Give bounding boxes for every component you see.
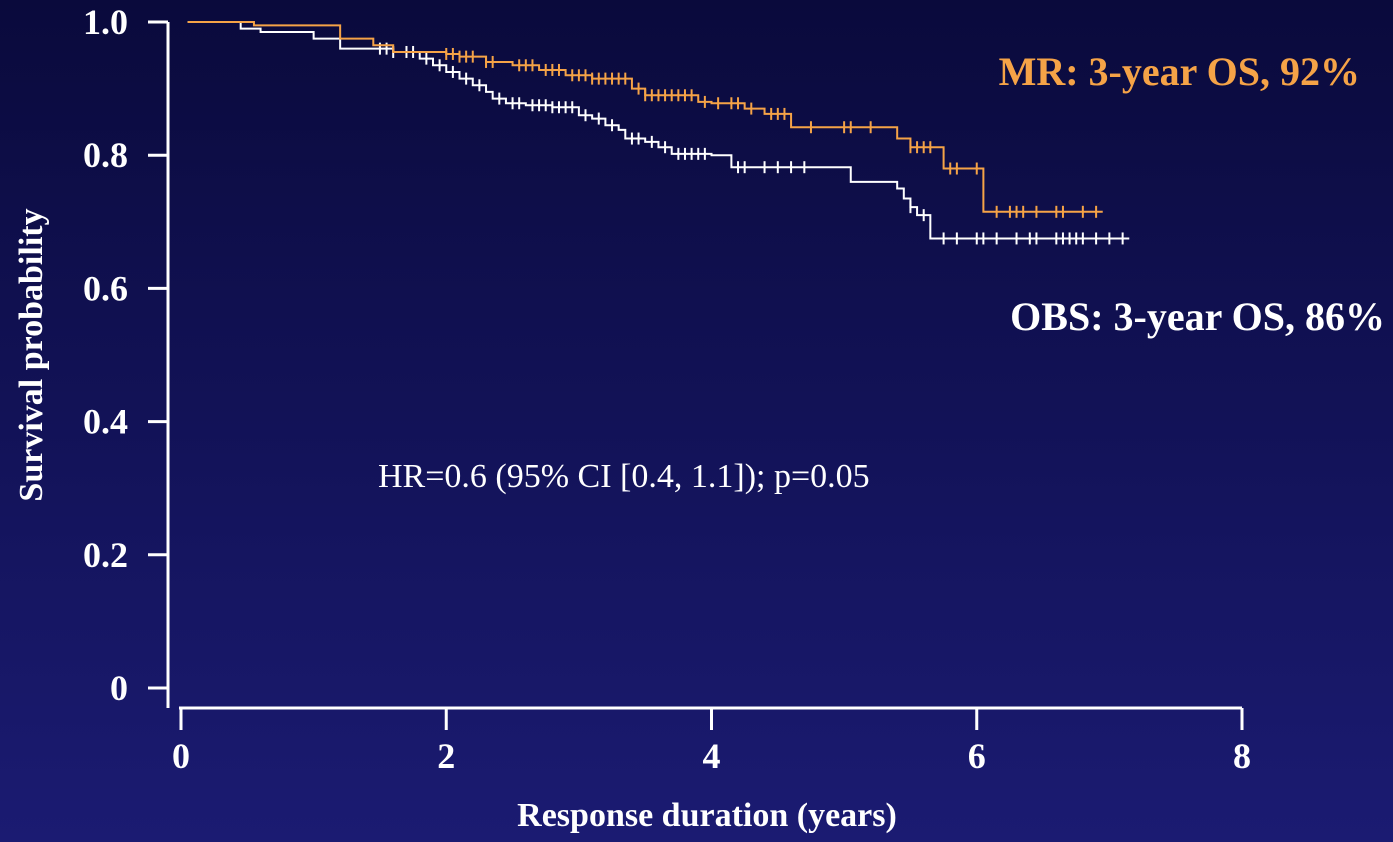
hazard-ratio-annotation: HR=0.6 (95% CI [0.4, 1.1]); p=0.05 xyxy=(378,458,870,495)
x-tick-label: 2 xyxy=(437,736,455,776)
y-tick-label: 0.6 xyxy=(83,268,128,308)
y-tick-label: 1.0 xyxy=(83,2,128,42)
y-tick-label: 0.2 xyxy=(83,535,128,575)
y-ticks: 0 0.2 0.4 0.6 0.8 1.0 xyxy=(83,2,168,708)
x-ticks: 0 2 4 6 8 xyxy=(172,708,1251,776)
obs-series-label: OBS: 3-year OS, 86% xyxy=(1010,294,1385,339)
series-layer xyxy=(187,21,1130,245)
x-tick-label: 4 xyxy=(703,736,721,776)
x-tick-label: 6 xyxy=(968,736,986,776)
axes xyxy=(166,22,1242,710)
mr-survival-curve xyxy=(187,21,1103,213)
mr-series-label: MR: 3-year OS, 92% xyxy=(999,49,1360,94)
y-tick-label: 0.4 xyxy=(83,402,128,442)
obs-survival-curve xyxy=(187,21,1130,240)
x-axis-title: Response duration (years) xyxy=(517,797,897,834)
mr-series xyxy=(187,21,1103,218)
y-tick-label: 0 xyxy=(110,668,128,708)
y-tick-label: 0.8 xyxy=(83,135,128,175)
x-tick-label: 8 xyxy=(1233,736,1251,776)
x-tick-label: 0 xyxy=(172,736,190,776)
y-axis-title: Survival probability xyxy=(13,208,50,501)
